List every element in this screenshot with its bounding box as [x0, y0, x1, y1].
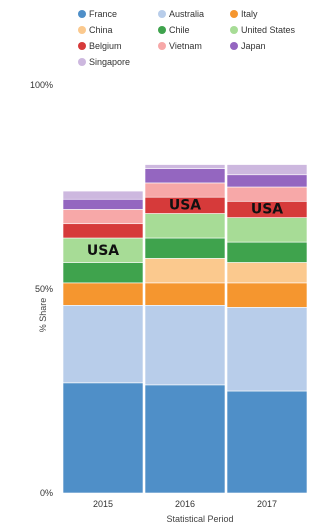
legend-swatch [78, 10, 86, 18]
legend-label: Australia [169, 9, 205, 19]
x-tick-label-2016: 2016 [175, 499, 195, 509]
bar-segment-2017-united-states [226, 217, 308, 243]
bar-segment-2015-japan [62, 198, 144, 210]
bar-segment-2016-chile [144, 237, 226, 259]
bar-segment-2015-chile [62, 262, 144, 284]
legend-label: Italy [241, 9, 258, 19]
legend-item-france: France [78, 9, 117, 19]
x-axis-title: Statistical Period [166, 514, 233, 524]
bar-segment-2017-australia [226, 307, 308, 392]
legend-label: Chile [169, 25, 190, 35]
bar-segment-2017-vietnam [226, 186, 308, 202]
bar-segment-2015-italy [62, 282, 144, 306]
usa-annotation-2017: USA [251, 202, 283, 218]
legend-label: China [89, 25, 113, 35]
legend-swatch [158, 26, 166, 34]
bar-segment-2016-italy [144, 282, 226, 306]
bar-segment-2017-singapore [226, 164, 308, 176]
usa-annotation-2016: USA [169, 198, 201, 214]
bar-segment-2017-italy [226, 282, 308, 308]
legend-swatch [230, 26, 238, 34]
legend-label: Japan [241, 41, 266, 51]
bar-segment-2015-united-states [62, 237, 144, 263]
legend-swatch [158, 10, 166, 18]
legend-label: Vietnam [169, 41, 202, 51]
legend-item-china: China [78, 25, 113, 35]
bar-segment-2016-france [144, 384, 226, 494]
legend-item-japan: Japan [230, 41, 266, 51]
legend-label: France [89, 9, 118, 19]
bar-segment-2016-china [144, 258, 226, 284]
legend-swatch [158, 42, 166, 50]
usa-annotation-2015: USA [87, 243, 119, 259]
legend-item-australia: Australia [158, 9, 204, 19]
bar-segment-2016-united-states [144, 213, 226, 239]
legend-item-italy: Italy [230, 9, 258, 19]
x-tick-label-2015: 2015 [93, 499, 113, 509]
bar-segment-2017-china [226, 262, 308, 284]
bar-segment-2017-chile [226, 241, 308, 263]
legend-swatch [78, 42, 86, 50]
y-tick-label: 50% [35, 284, 53, 294]
legend-swatch [230, 42, 238, 50]
bar-segment-2015-belgium [62, 223, 144, 239]
legend-swatch [78, 26, 86, 34]
legend-label: Singapore [89, 57, 131, 67]
legend-swatch [230, 10, 238, 18]
y-axis-title: % Share [38, 298, 48, 333]
legend-item-chile: Chile [158, 25, 190, 35]
bar-segment-2015-france [62, 382, 144, 494]
bar-segment-2017-france [226, 390, 308, 494]
bar-segment-2016-vietnam [144, 182, 226, 198]
legend-label: Belgium [89, 41, 122, 51]
bar-segment-2015-singapore [62, 190, 144, 200]
bar-segment-2015-vietnam [62, 209, 144, 225]
bar-segment-2017-japan [226, 174, 308, 188]
y-tick-label: 0% [40, 488, 53, 498]
bars [62, 164, 308, 494]
y-axis: 0% 50% 100% [30, 80, 53, 498]
bar-segment-2016-japan [144, 168, 226, 184]
legend-item-vietnam: Vietnam [158, 41, 202, 51]
x-tick-label-2017: 2017 [257, 499, 277, 509]
bar-annotations: USA USA USA [87, 198, 283, 260]
legend-item-united-states: United States [230, 25, 295, 35]
legend-swatch [78, 58, 86, 66]
legend-item-singapore: Singapore [78, 57, 130, 67]
y-tick-label: 100% [30, 80, 53, 90]
x-axis: 2015 2016 2017 [93, 499, 277, 509]
bar-segment-2016-australia [144, 305, 226, 386]
legend-item-belgium: Belgium [78, 41, 122, 51]
legend-label: United States [241, 25, 296, 35]
bar-segment-2015-australia [62, 305, 144, 384]
bar-segment-2016-singapore [144, 164, 226, 169]
